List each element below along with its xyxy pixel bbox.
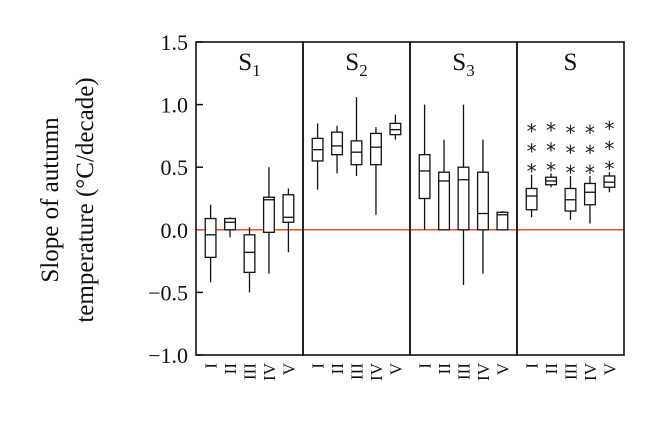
x-tick-label: I xyxy=(523,363,542,369)
box-2 xyxy=(438,139,451,231)
y-axis-label-line1: Slope of autumn xyxy=(37,117,64,283)
panel-title: S3 xyxy=(452,49,474,80)
box-1 xyxy=(418,104,431,230)
x-tick-label: II xyxy=(542,363,561,375)
box-rect xyxy=(331,131,344,156)
x-tick-label: I xyxy=(309,363,328,369)
panel-3: S3I II III IV V xyxy=(409,41,518,381)
y-tick-label: −0.5 xyxy=(148,280,188,305)
y-axis-label-line2: temperature (°C/decade) xyxy=(72,77,99,322)
significance-star: * xyxy=(546,118,556,142)
panel-title-subscript: 2 xyxy=(359,61,368,80)
box-1 xyxy=(311,123,324,190)
significance-star: * xyxy=(566,141,576,165)
box-rect xyxy=(243,234,256,274)
box-rect xyxy=(476,171,489,231)
box-1 xyxy=(204,204,217,283)
panel-4: S***I***II***III***IV***V xyxy=(516,41,625,381)
x-tick-label: V xyxy=(600,362,619,375)
x-tick-label: I xyxy=(202,363,221,369)
panel-2: S2I II III IV V xyxy=(302,41,411,381)
box-rect xyxy=(369,132,382,166)
x-tick-label: IV xyxy=(474,362,493,381)
panel-frame xyxy=(516,41,625,356)
box-3 xyxy=(243,227,256,293)
significance-star: * xyxy=(546,138,556,162)
box-2: *** xyxy=(545,118,558,188)
box-rect xyxy=(525,187,538,211)
box-3 xyxy=(350,97,363,176)
box-2 xyxy=(331,125,344,174)
significance-star: * xyxy=(585,161,595,185)
panel-title-subscript: 1 xyxy=(252,61,261,80)
x-tick-label: III xyxy=(348,363,367,380)
y-tick-label: 1.0 xyxy=(161,93,189,118)
box-2 xyxy=(224,217,237,238)
box-rect xyxy=(418,154,431,200)
x-tick-label: III xyxy=(455,363,474,380)
panel-1: S1I II III IV V xyxy=(195,41,304,381)
x-tick-label: II xyxy=(328,363,347,375)
significance-star: * xyxy=(566,121,576,145)
box-5 xyxy=(496,211,509,231)
significance-star: * xyxy=(604,117,614,141)
box-rect xyxy=(204,217,217,258)
box-5 xyxy=(389,114,402,140)
significance-star: * xyxy=(604,157,614,181)
panel-title-subscript: 3 xyxy=(466,61,475,80)
y-tick-label: 0.5 xyxy=(161,155,189,180)
y-tick-label: 1.5 xyxy=(161,30,189,55)
x-tick-label: V xyxy=(493,362,512,375)
y-axis-label: Slope of autumn temperature (°C/decade) xyxy=(37,77,99,322)
panel-title: S xyxy=(564,49,578,76)
y-tick-label: 0.0 xyxy=(161,218,189,243)
significance-star: * xyxy=(585,141,595,165)
x-tick-label: IV xyxy=(260,362,279,381)
significance-star: * xyxy=(585,121,595,145)
box-4 xyxy=(262,167,275,274)
box-3: *** xyxy=(564,121,577,220)
significance-star: * xyxy=(527,120,537,144)
significance-star: * xyxy=(566,161,576,185)
box-rect xyxy=(438,171,451,231)
box-rect xyxy=(583,182,596,206)
box-3 xyxy=(457,104,470,285)
box-rect xyxy=(262,196,275,233)
box-4: *** xyxy=(583,121,596,224)
x-tick-label: III xyxy=(241,363,260,380)
panel-frame xyxy=(302,41,411,356)
panel-title: S1 xyxy=(238,49,260,80)
box-4 xyxy=(476,139,489,274)
y-axis: 1.5 1.0 0.5 0.0 −0.5 −1.0 xyxy=(148,30,203,368)
box-rect xyxy=(282,194,295,223)
x-tick-label: II xyxy=(435,363,454,375)
significance-star: * xyxy=(527,160,537,184)
significance-star: * xyxy=(604,137,614,161)
box-5 xyxy=(282,188,295,253)
x-tick-label: II xyxy=(221,363,240,375)
box-rect xyxy=(224,217,237,231)
x-tick-label: IV xyxy=(367,362,386,381)
x-tick-label: V xyxy=(279,362,298,375)
panel-title: S2 xyxy=(345,49,367,80)
x-tick-label: III xyxy=(562,363,581,380)
box-rect xyxy=(457,166,470,231)
significance-star: * xyxy=(527,140,537,164)
x-tick-label: IV xyxy=(581,362,600,381)
y-tick-label: −1.0 xyxy=(148,343,188,368)
x-tick-label: I xyxy=(416,363,435,369)
x-tick-label: V xyxy=(386,362,405,375)
box-1: *** xyxy=(525,120,538,218)
significance-star: * xyxy=(546,158,556,182)
box-4 xyxy=(369,127,382,215)
box-rect xyxy=(496,211,509,231)
box-5: *** xyxy=(603,117,616,193)
